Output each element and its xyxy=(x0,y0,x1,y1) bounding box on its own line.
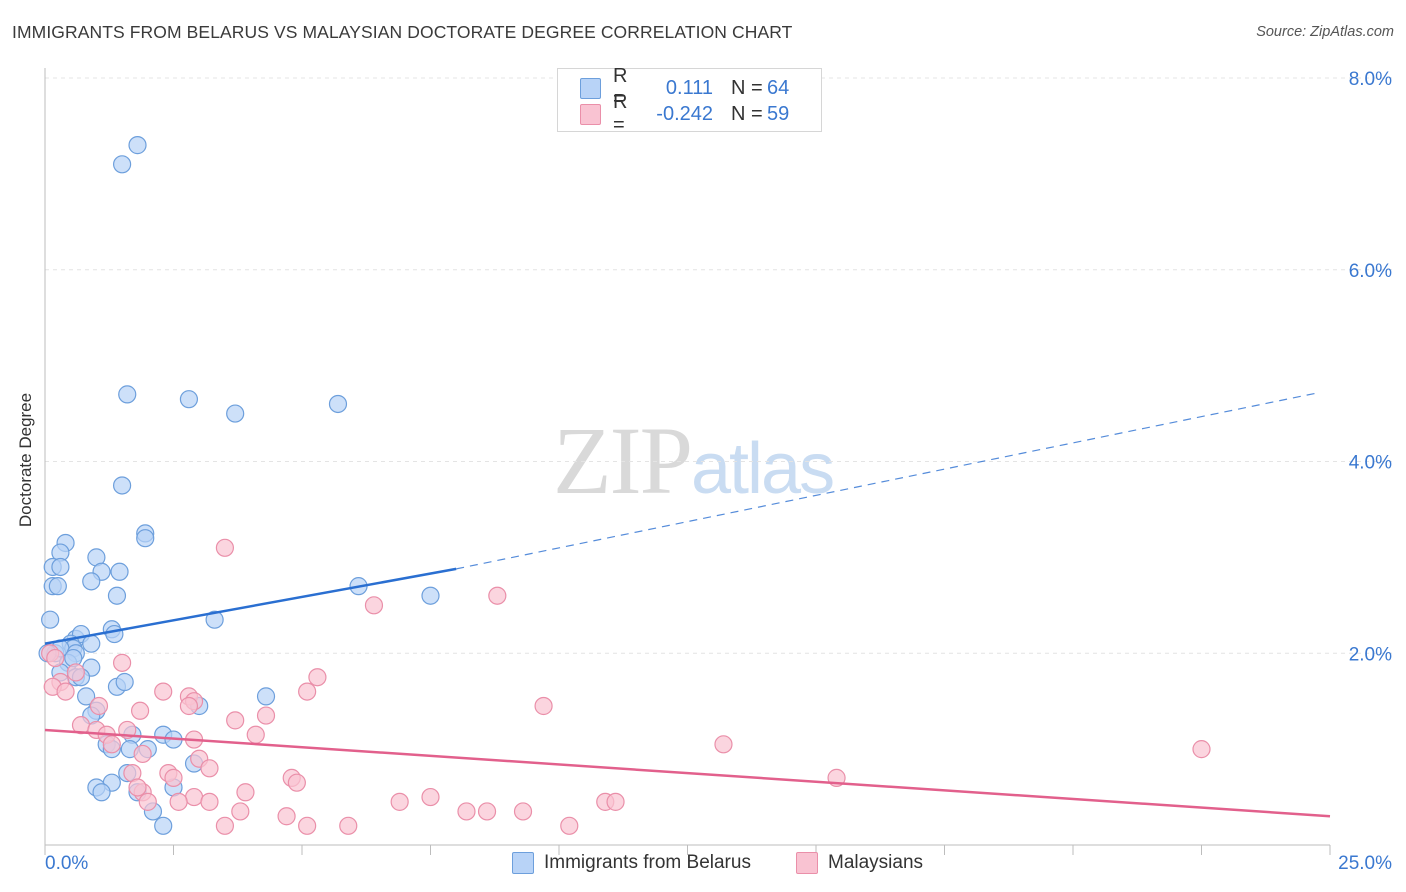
legend-n-label: N = xyxy=(731,102,763,125)
legend-swatch-belarus xyxy=(512,852,534,874)
malaysian-point xyxy=(488,586,507,605)
malaysian-point xyxy=(308,668,327,687)
chart-title: IMMIGRANTS FROM BELARUS VS MALAYSIAN DOC… xyxy=(12,22,793,42)
source-label: Source: ZipAtlas.com xyxy=(1256,24,1394,40)
series-legend: Immigrants from Belarus Malaysians xyxy=(0,852,1406,878)
y-tick-label: 6.0% xyxy=(1349,261,1392,282)
belarus-point xyxy=(115,672,134,692)
belarus-point xyxy=(136,529,155,548)
legend-r-value: 0.111 xyxy=(665,76,713,99)
malaysian-point xyxy=(66,663,85,682)
malaysian-point xyxy=(138,792,157,811)
malaysian-point xyxy=(339,816,358,835)
malaysian-point xyxy=(112,653,132,672)
y-tick-label: 2.0% xyxy=(1349,644,1392,665)
malaysian-point xyxy=(513,802,533,821)
belarus-point xyxy=(179,390,199,409)
legend-swatch-malaysians xyxy=(580,103,601,125)
belarus-point xyxy=(256,687,276,706)
legend-r-value: -0.242 xyxy=(656,102,713,125)
malaysian-point xyxy=(179,696,199,716)
malaysian-point xyxy=(169,792,188,811)
belarus-point xyxy=(421,586,440,605)
malaysian-point xyxy=(534,696,553,716)
malaysian-point xyxy=(200,792,219,811)
malaysian-point xyxy=(256,706,276,725)
malaysian-point xyxy=(154,682,173,701)
correlation-legend: R = 0.111 N = 64 R = -0.242 N = 59 xyxy=(557,65,822,136)
legend-r-label: R = xyxy=(613,65,628,110)
x-tick-label: 0.0% xyxy=(45,853,88,874)
belarus-point xyxy=(205,610,224,629)
malaysian-point xyxy=(236,783,255,802)
belarus-point xyxy=(82,634,101,653)
belarus-point xyxy=(226,404,245,423)
malaysian-point xyxy=(298,682,317,701)
belarus-point xyxy=(82,572,101,591)
malaysian-point xyxy=(164,768,183,787)
malaysian-point xyxy=(215,816,234,835)
legend-swatch-malaysians xyxy=(796,852,818,874)
legend-n-value: 64 xyxy=(767,76,790,99)
malaysian-point xyxy=(277,807,296,826)
malaysian-point xyxy=(457,802,476,821)
belarus-point xyxy=(51,557,70,577)
legend-label-belarus: Immigrants from Belarus xyxy=(544,852,751,873)
malaysian-point xyxy=(560,816,579,835)
malaysian-point xyxy=(102,735,121,754)
legend-n-label: N = xyxy=(731,76,763,99)
belarus-point xyxy=(112,155,132,174)
belarus-point xyxy=(107,586,127,605)
y-tick-label: 4.0% xyxy=(1349,453,1392,474)
legend-item-malaysians[interactable]: Malaysians xyxy=(796,852,923,874)
malaysian-point xyxy=(421,787,440,807)
belarus-point xyxy=(77,687,96,706)
malaysian-point xyxy=(714,735,733,754)
belarus-point xyxy=(118,385,137,404)
belarus-point xyxy=(48,577,67,596)
legend-row-malaysians: R = -0.242 N = 59 xyxy=(580,91,790,136)
malaysian-point xyxy=(46,648,65,668)
malaysian-point xyxy=(390,792,409,811)
malaysian-point xyxy=(231,802,250,821)
belarus-point xyxy=(92,783,111,802)
legend-r-label: R = xyxy=(613,91,628,136)
malaysian-point xyxy=(133,744,152,764)
malaysian-point xyxy=(364,596,384,615)
belarus-point xyxy=(105,624,124,644)
malaysian-point xyxy=(200,759,219,778)
legend-label-malaysians: Malaysians xyxy=(828,852,924,873)
malaysian-point xyxy=(89,696,109,716)
malaysian-point xyxy=(56,682,75,701)
malaysian-point xyxy=(128,778,147,797)
legend-n-value: 59 xyxy=(767,102,790,125)
belarus-point xyxy=(112,476,132,495)
malaysian-point xyxy=(287,773,306,792)
legend-row-belarus: R = 0.111 N = 64 xyxy=(580,65,790,110)
malaysian-point xyxy=(226,711,245,730)
belarus-point xyxy=(110,562,129,581)
y-axis-label: Doctorate Degree xyxy=(16,392,35,528)
malaysian-trend-line xyxy=(44,728,1331,818)
malaysian-point xyxy=(215,538,234,557)
malaysian-point xyxy=(1192,740,1211,759)
malaysian-point xyxy=(298,816,317,835)
malaysian-point xyxy=(477,802,497,821)
belarus-point xyxy=(128,136,147,155)
y-tick-label: 8.0% xyxy=(1349,69,1392,90)
belarus-point xyxy=(41,610,60,629)
malaysian-point xyxy=(606,792,625,811)
legend-swatch-belarus xyxy=(580,77,601,99)
malaysian-point xyxy=(184,787,204,807)
legend-item-belarus[interactable]: Immigrants from Belarus xyxy=(512,852,751,874)
x-tick-label: 25.0% xyxy=(1338,853,1392,874)
belarus-point xyxy=(328,394,348,414)
malaysian-point xyxy=(246,725,265,744)
malaysian-point xyxy=(130,701,150,720)
belarus-trend-line xyxy=(44,567,457,645)
belarus-point xyxy=(154,816,173,835)
belarus-trend-extension xyxy=(456,391,1320,570)
